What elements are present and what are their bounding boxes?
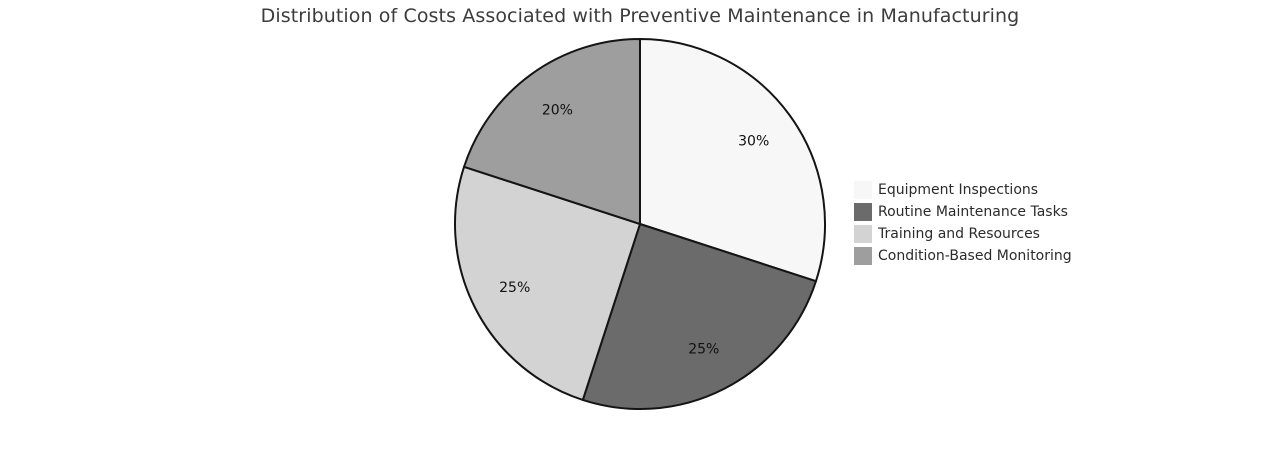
slice-percent-label: 25%: [688, 341, 719, 357]
legend-label: Training and Resources: [878, 226, 1040, 242]
legend-swatch: [854, 225, 872, 243]
pie-chart-area: 30% 25% 25% 20%: [450, 34, 830, 414]
slice-percent-label: 30%: [738, 133, 769, 149]
legend: Equipment Inspections Routine Maintenance…: [854, 179, 1072, 267]
legend-swatch: [854, 203, 872, 221]
legend-item: Routine Maintenance Tasks: [854, 201, 1072, 223]
legend-item: Equipment Inspections: [854, 179, 1072, 201]
slice-percent-label: 20%: [542, 102, 573, 118]
legend-swatch: [854, 181, 872, 199]
pie-slice-4: [463, 38, 641, 225]
pie-slice-3: [454, 165, 641, 401]
slice-percent-label: 25%: [499, 280, 530, 296]
pie-chart: 30% 25% 25% 20%: [454, 38, 826, 410]
chart-title: Distribution of Costs Associated with Pr…: [260, 5, 1020, 27]
legend-item: Training and Resources: [854, 223, 1072, 245]
legend-label: Equipment Inspections: [878, 182, 1039, 198]
pie-slice-1: [639, 38, 826, 283]
legend-swatch: [854, 247, 872, 265]
pie-slice-2: [581, 223, 817, 410]
legend-item: Condition-Based Monitoring: [854, 245, 1072, 267]
legend-label: Routine Maintenance Tasks: [878, 204, 1068, 220]
legend-label: Condition-Based Monitoring: [878, 248, 1072, 264]
